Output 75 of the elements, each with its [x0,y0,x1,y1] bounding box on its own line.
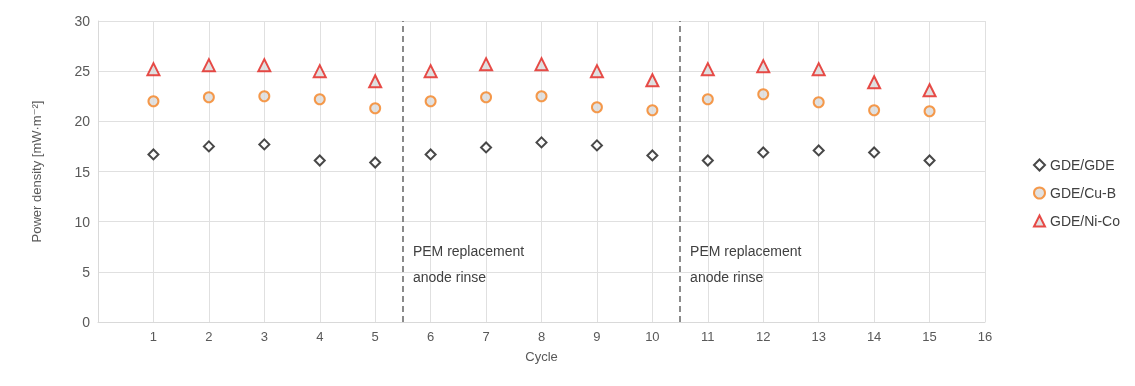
point [812,144,825,157]
point [146,62,161,77]
point [313,93,326,106]
point [369,102,382,115]
point [313,154,326,167]
y-tick-label: 20 [74,113,91,130]
point [811,62,826,77]
x-axis-title: Cycle [525,349,558,364]
point [868,104,881,117]
legend-label: GDE/Cu-B [1049,185,1117,201]
x-tick-label: 8 [537,329,546,344]
point [590,139,603,152]
x-tick-label: 3 [260,329,268,344]
ref-line-label: PEM replacement anode rinse [690,242,802,285]
point [589,64,604,79]
point [201,58,216,73]
point [312,64,327,79]
x-tick-label: 12 [756,329,771,344]
y-tick-label: 30 [74,13,91,29]
point [258,138,271,151]
point [424,95,437,108]
x-tick-label: 15 [922,329,937,344]
point [479,57,494,72]
y-axis-title: Power density [mW·m⁻²] [29,100,44,243]
y-tick-label: 15 [74,163,91,180]
y-tick-label: 10 [74,213,91,230]
x-tick-label: 4 [316,329,324,344]
point [757,88,770,101]
point [368,74,383,89]
legend-label: GDE/Ni-Co [1049,213,1121,229]
point [480,141,493,154]
x-tick-label: 1 [149,329,158,344]
point [868,146,881,159]
y-tick-label: 25 [74,63,91,80]
x-tick-label: 5 [371,329,379,344]
point [369,156,382,169]
point [756,59,771,74]
x-tick-label: 16 [977,329,993,344]
x-tick-label: 10 [645,329,660,344]
point [646,104,659,117]
x-tick-label: 14 [866,329,882,344]
point [645,73,660,88]
point [812,96,825,109]
point [700,62,715,77]
x-tick-label: 7 [482,329,490,344]
y-tick-label: 5 [82,263,91,280]
point [258,90,271,103]
point [757,146,770,159]
point [257,58,272,73]
point [922,83,937,98]
point [424,148,437,161]
point [202,140,215,153]
point [923,105,936,118]
point [534,57,549,72]
point [535,136,548,149]
x-tick-label: 6 [427,329,435,344]
point [147,95,160,108]
point [202,91,215,104]
point [701,154,714,167]
y-tick-label: 0 [82,314,91,330]
x-tick-label: 2 [205,329,213,344]
point [701,93,714,106]
point [646,149,659,162]
x-tick-label: 13 [811,329,826,344]
point [480,91,493,104]
legend-label: GDE/GDE [1049,157,1115,173]
point [923,154,936,167]
ref-line-label: PEM replacement anode rinse [412,242,525,285]
point [535,90,548,103]
x-tick-label: 9 [593,329,601,344]
point [590,101,603,114]
point [867,75,882,90]
x-tick-label: 11 [701,329,715,344]
point [423,64,438,79]
point [147,148,160,161]
